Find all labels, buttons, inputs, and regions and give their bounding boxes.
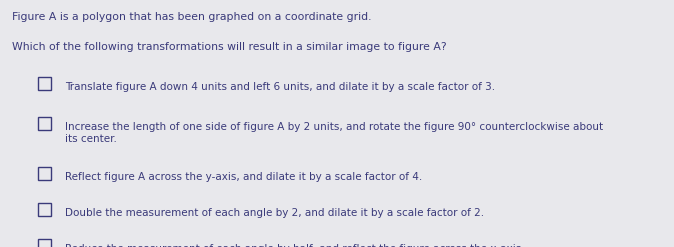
Text: Reflect figure A across the y-axis, and dilate it by a scale factor of 4.: Reflect figure A across the y-axis, and … [65, 172, 422, 182]
Text: Translate figure A down 4 units and left 6 units, and dilate it by a scale facto: Translate figure A down 4 units and left… [65, 82, 495, 92]
Bar [38, 78, 51, 90]
Text: Double the measurement of each angle by 2, and dilate it by a scale factor of 2.: Double the measurement of each angle by … [65, 208, 484, 218]
Bar [38, 240, 51, 247]
Text: Increase the length of one side of figure A by 2 units, and rotate the figure 90: Increase the length of one side of figur… [65, 122, 603, 144]
Text: Reduce the measurement of each angle by half, and reflect the figure across the : Reduce the measurement of each angle by … [65, 244, 524, 247]
Bar [38, 118, 51, 130]
Bar [38, 167, 51, 181]
Text: Which of the following transformations will result in a similar image to figure : Which of the following transformations w… [12, 42, 447, 52]
Text: Figure A is a polygon that has been graphed on a coordinate grid.: Figure A is a polygon that has been grap… [12, 12, 371, 22]
Bar [38, 204, 51, 217]
